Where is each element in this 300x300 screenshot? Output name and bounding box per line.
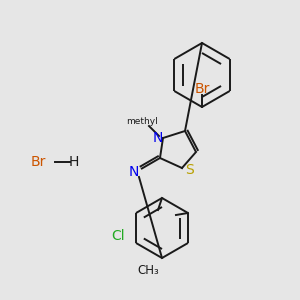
- Text: S: S: [184, 163, 194, 177]
- Text: N: N: [153, 131, 163, 145]
- Text: Br: Br: [194, 82, 210, 96]
- Text: Cl: Cl: [111, 229, 125, 243]
- Text: methyl: methyl: [126, 116, 158, 125]
- Text: Br: Br: [30, 155, 46, 169]
- Text: CH₃: CH₃: [137, 263, 159, 277]
- Text: H: H: [69, 155, 79, 169]
- Text: N: N: [129, 165, 139, 179]
